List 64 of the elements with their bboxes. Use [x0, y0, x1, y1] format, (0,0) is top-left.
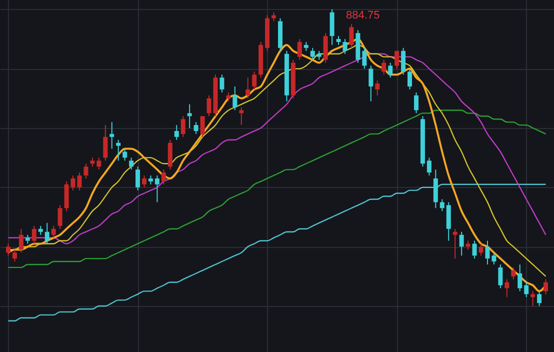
candlestick	[323, 32, 328, 64]
candlestick	[524, 282, 529, 298]
candlestick	[252, 71, 257, 90]
candlestick	[220, 74, 224, 93]
candlestick	[544, 278, 548, 295]
candlestick	[368, 65, 374, 102]
candlestick	[161, 169, 166, 185]
candlestick	[110, 122, 114, 150]
candlestick	[382, 59, 386, 76]
candlestick	[414, 92, 418, 114]
candlestick	[375, 80, 380, 96]
candlestick	[103, 124, 108, 162]
candlestick	[136, 166, 140, 191]
candlestick	[342, 38, 348, 54]
candlestick	[426, 157, 432, 176]
candlestick	[408, 68, 412, 90]
candlestick	[12, 249, 17, 262]
candlestick	[433, 169, 438, 209]
candlestick	[44, 222, 50, 244]
candlestick	[349, 24, 354, 48]
candlestick	[51, 225, 56, 238]
candlestick	[310, 47, 315, 60]
candlestick	[478, 243, 484, 256]
candlestick	[58, 204, 62, 230]
candlestick	[452, 228, 458, 260]
annotation: 884.75	[346, 9, 380, 22]
candlestick	[18, 228, 24, 254]
candlestick	[472, 240, 477, 260]
candlestick	[498, 264, 503, 289]
candlestick	[180, 116, 186, 138]
candlestick	[530, 290, 536, 307]
candlestick	[232, 86, 238, 111]
candlestick	[194, 122, 198, 134]
candlestick	[518, 264, 522, 292]
candlestick	[388, 62, 393, 78]
candlestick	[440, 198, 444, 212]
candlestick	[446, 202, 451, 242]
candlestick	[6, 243, 10, 256]
candlestick	[116, 139, 121, 162]
candlestick	[511, 266, 516, 280]
candlestick	[401, 47, 406, 76]
candlestick	[246, 77, 250, 99]
candlestick	[122, 148, 128, 162]
candlestick	[537, 290, 542, 307]
candlestick	[394, 50, 400, 70]
candlestick	[330, 8, 334, 46]
candlestick	[485, 240, 490, 265]
candlestick	[297, 38, 302, 60]
candlestick	[200, 116, 205, 138]
candlestick	[129, 157, 134, 170]
candlestick	[174, 124, 179, 140]
candlestick	[362, 47, 367, 70]
candlestick	[492, 252, 496, 265]
candlestick	[459, 231, 464, 256]
candlestick	[142, 174, 146, 188]
candlestick	[84, 163, 88, 179]
candlestick	[96, 157, 102, 170]
candlestick	[187, 104, 192, 129]
candlestick	[239, 106, 244, 126]
candlestick	[64, 180, 69, 212]
candlestick	[32, 225, 36, 244]
candlestick	[168, 139, 172, 170]
candlestick	[504, 278, 510, 298]
candlestick	[154, 174, 160, 203]
